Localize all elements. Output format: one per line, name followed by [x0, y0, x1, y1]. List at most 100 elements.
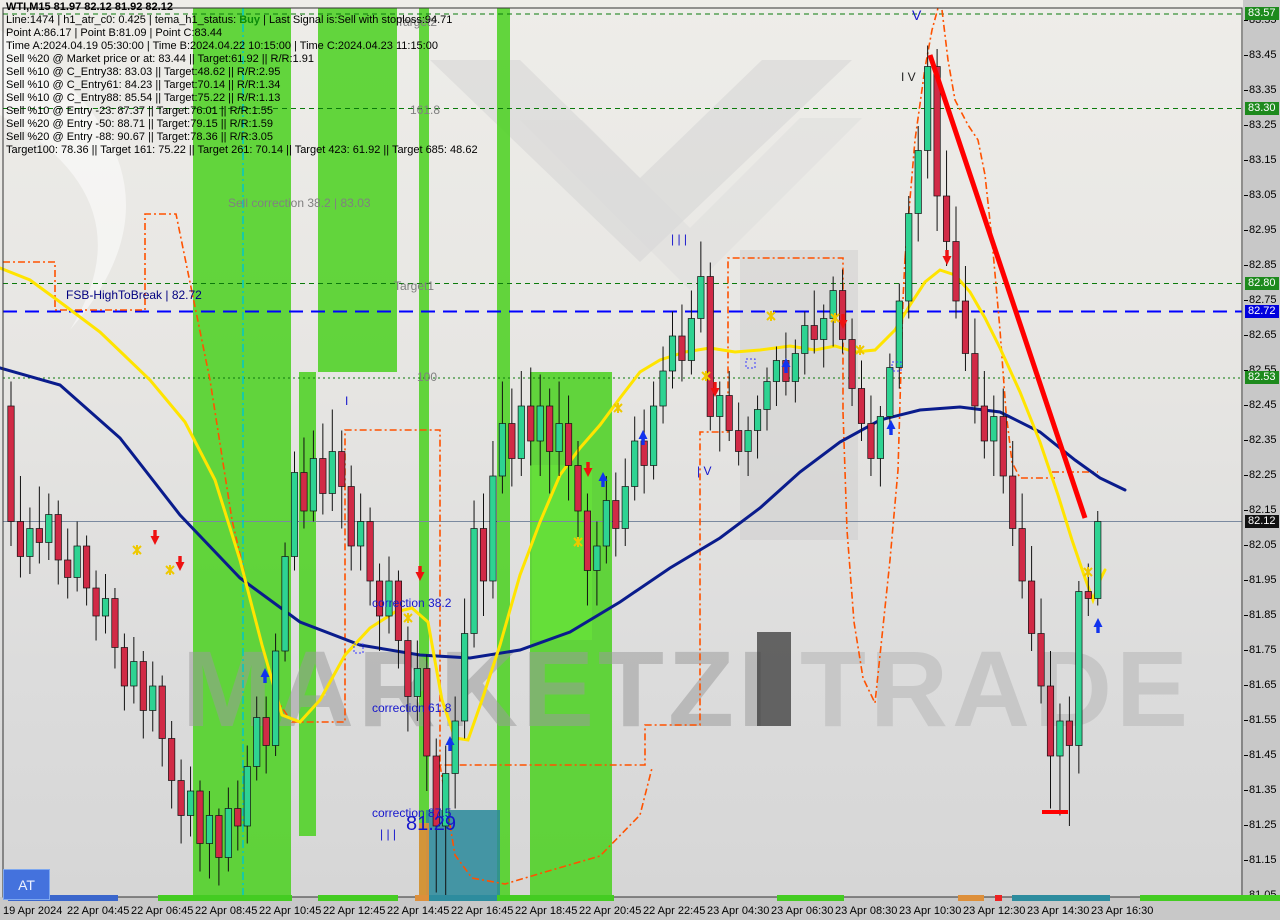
chart-label: Target1 [394, 279, 434, 293]
candle [187, 790, 195, 816]
candle [980, 405, 988, 442]
candle [687, 318, 695, 361]
chart-label: | | | [380, 827, 396, 841]
candle [26, 528, 34, 557]
star-signal-icon [1083, 567, 1093, 577]
candle [905, 213, 913, 302]
candle [555, 423, 563, 452]
candle [697, 276, 705, 319]
candle [366, 521, 374, 582]
watermark-right: TRADE [800, 628, 1192, 749]
price-tick-label: 81.15 [1244, 854, 1277, 866]
price-axis[interactable]: 83.55 83.45 83.35 83.25 83.15 83.05 82.95 82.85… [1243, 0, 1280, 903]
candle [942, 195, 951, 242]
candle [394, 580, 403, 641]
ribbon-segment-green [777, 895, 844, 901]
candle [876, 416, 884, 459]
candle [347, 486, 355, 547]
sell-arrow-icon [150, 530, 160, 545]
candle [668, 335, 677, 372]
time-tick-label: 23 Apr 06:30 [771, 905, 834, 917]
candle [924, 66, 932, 151]
candle [583, 510, 592, 571]
price-tick-label: 83.15 [1244, 154, 1277, 166]
candle [508, 423, 516, 459]
candle [574, 465, 582, 512]
info-line: Sell %20 @ Market price or at: 83.44 || … [6, 53, 314, 65]
star-signal-icon [573, 537, 583, 547]
candle [612, 500, 620, 529]
star-signal-icon [830, 313, 840, 323]
buy-arrow-icon [781, 358, 791, 373]
candle [196, 790, 204, 844]
candle [546, 405, 554, 452]
candle [1075, 591, 1083, 746]
candle [224, 808, 232, 858]
chart-label: 81.29 [406, 813, 456, 835]
info-lines: Point A:86.17 | Point B:81.09 | Point C:… [6, 27, 478, 157]
candle [848, 339, 856, 389]
candle [659, 370, 667, 407]
red-trend-line[interactable] [927, 54, 1088, 519]
candle [753, 409, 762, 431]
price-badge-83.30: 83.30 [1245, 101, 1279, 115]
watermark-text: MARKETZI TRADE [182, 628, 1192, 749]
sell-arrow-icon [942, 250, 952, 265]
candle [706, 276, 714, 417]
time-tick-label: 22 Apr 06:45 [131, 905, 194, 917]
sell-arrow-icon [710, 382, 720, 397]
info-line-status: Line:1474 | h1_atr_c0: 0.425 | tema_h1_s… [6, 14, 453, 26]
candle [262, 717, 270, 746]
chart-label: I V [901, 70, 916, 84]
ribbon-segment-blue [8, 895, 118, 901]
candle [895, 300, 903, 368]
candle [886, 367, 894, 417]
price-tick-label: 81.65 [1244, 679, 1277, 691]
candle [1037, 633, 1045, 687]
candle [602, 500, 610, 547]
price-badge-82.12: 82.12 [1245, 514, 1279, 528]
pending-order-icon [891, 361, 902, 372]
at-button[interactable]: AT [3, 869, 50, 900]
ribbon-segment-green [318, 895, 398, 901]
candle [791, 353, 799, 382]
candle [1046, 685, 1055, 757]
plot-frame [2, 7, 1243, 898]
chart-label: correction 87.5 [372, 806, 452, 820]
ribbon-segment-green [158, 895, 292, 901]
candle [1018, 528, 1026, 582]
price-tick-label: 83.25 [1244, 119, 1277, 131]
star-signal-icon [403, 613, 413, 623]
candle [971, 353, 979, 407]
candle [7, 405, 15, 522]
ribbon-segment-green [1140, 895, 1280, 901]
candle [319, 458, 327, 494]
candle [1094, 521, 1102, 599]
candle [73, 545, 81, 578]
star-signal-icon [855, 345, 865, 355]
fast-ma-line [0, 266, 1107, 742]
candle [1056, 720, 1064, 757]
trend-markers [927, 54, 1088, 814]
candle [479, 528, 488, 582]
candle [205, 815, 214, 844]
price-tick-label: 82.25 [1244, 469, 1277, 481]
price-tick-label: 82.35 [1244, 434, 1277, 446]
candle [177, 780, 185, 816]
candle [442, 773, 450, 827]
slow-ma-line [0, 366, 1127, 660]
sell-arrow-icon [838, 314, 848, 329]
candle [35, 528, 43, 543]
candle [914, 150, 922, 214]
chart-label: | | | [671, 232, 687, 246]
time-axis[interactable]: 19 Apr 2024 22 Apr 04:45 22 Apr 06:45 22 Ap… [0, 903, 1280, 920]
sell-arrow-icon [415, 566, 425, 581]
chart-label: V [912, 7, 922, 23]
candle [139, 661, 147, 711]
candle [564, 423, 573, 466]
time-tick-label: 22 Apr 20:45 [579, 905, 642, 917]
time-tick-label: 23 Apr 16:30 [1091, 905, 1154, 917]
chart-label: Sell correction 38.2 | 83.03 [228, 196, 371, 210]
candle [413, 668, 421, 697]
